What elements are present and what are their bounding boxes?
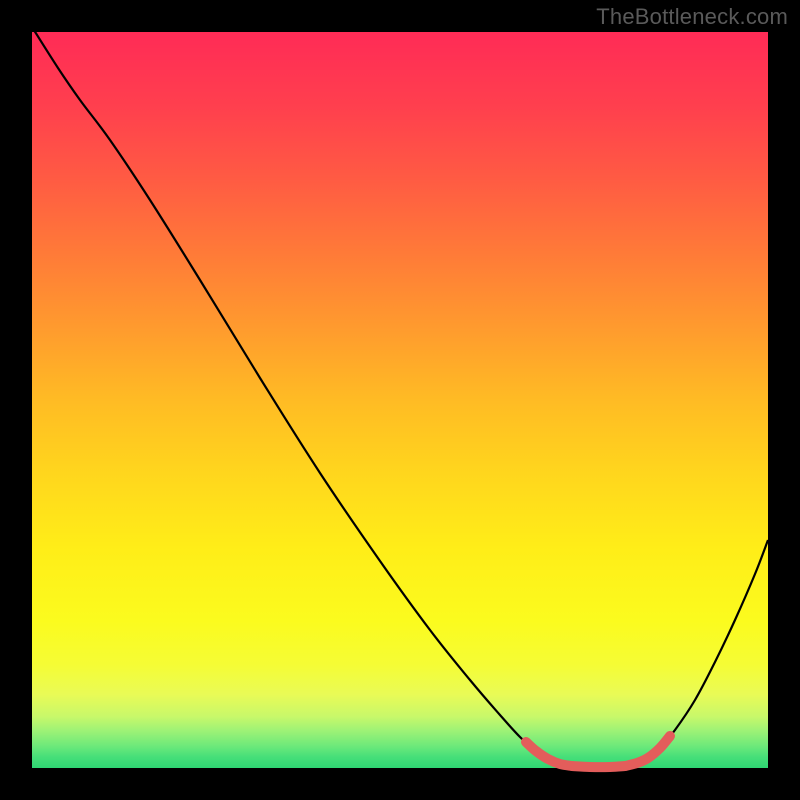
highlight-segment <box>572 766 625 767</box>
watermark-text: TheBottleneck.com <box>596 4 788 30</box>
plot-background <box>32 32 768 768</box>
optimal-range-highlight <box>526 736 670 767</box>
chart-svg <box>0 0 800 800</box>
highlight-segment <box>625 736 670 766</box>
highlight-segment <box>526 742 572 766</box>
chart-container: TheBottleneck.com <box>0 0 800 800</box>
bottleneck-curve <box>32 27 768 767</box>
